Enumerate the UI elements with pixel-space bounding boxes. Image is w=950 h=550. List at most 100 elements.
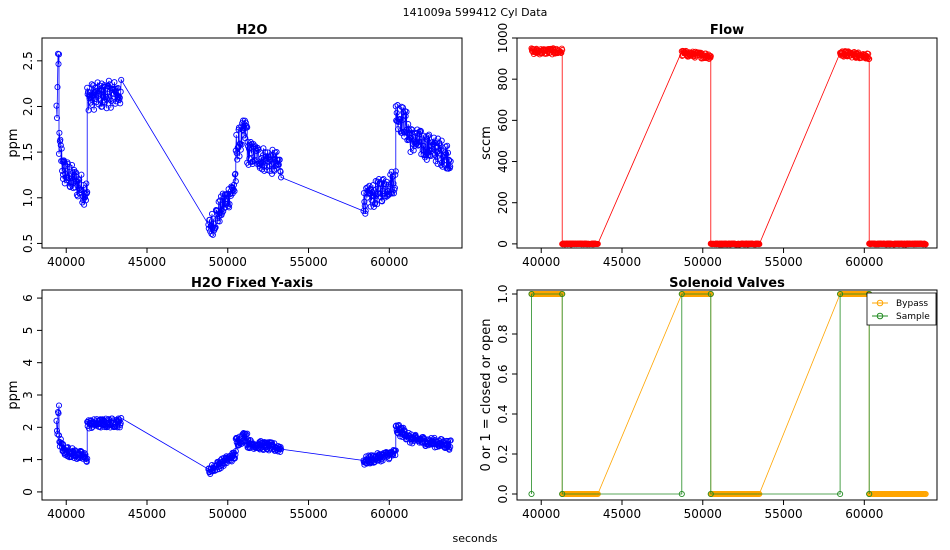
y-tick-label: 0.0 <box>496 484 510 503</box>
data-point <box>444 149 452 156</box>
panel-flow: Flow sccm 40000 45000 50000 55000 6000002004… <box>479 23 938 269</box>
data-point <box>420 142 427 149</box>
data-point <box>117 88 124 95</box>
data-point <box>107 104 114 111</box>
data-point <box>447 437 454 444</box>
y-tick-label: 200 <box>496 191 510 214</box>
x-tick-label: 40000 <box>47 507 85 521</box>
y-tick-label: 0.6 <box>496 364 510 383</box>
data-point <box>260 145 267 152</box>
y-tick-label: 800 <box>496 68 510 91</box>
panel-title: H2O Fixed Y-axis <box>191 276 313 291</box>
data-point <box>61 180 68 187</box>
y-tick-label: 0.5 <box>21 234 35 253</box>
y-tick-label: 6 <box>21 294 35 302</box>
data-point <box>447 443 454 450</box>
legend-sample-label: Sample <box>896 312 930 322</box>
data-point <box>118 76 125 83</box>
legend-bypass-marker <box>876 299 884 307</box>
x-tick-label: 40000 <box>522 507 560 521</box>
data-point <box>81 450 88 457</box>
data-point <box>411 142 418 150</box>
data-point <box>425 132 432 140</box>
data-point <box>226 200 233 208</box>
data-point <box>232 170 239 177</box>
data-point <box>84 455 91 462</box>
data-point <box>444 142 451 149</box>
data-point <box>55 60 62 68</box>
data-point <box>528 490 535 498</box>
x-tick-label: 60000 <box>370 255 408 269</box>
data-point <box>103 93 110 100</box>
x-tick-label: 45000 <box>603 255 641 269</box>
y-axis-label: 0 or 1 = closed or open <box>479 318 494 471</box>
x-tick-label: 50000 <box>684 507 722 521</box>
data-point <box>392 447 399 454</box>
data-point <box>206 216 213 223</box>
data-point <box>528 290 535 298</box>
x-tick-label: 50000 <box>684 255 722 269</box>
data-point <box>75 176 82 183</box>
y-tick-label: 0.8 <box>496 324 510 343</box>
data-point <box>54 84 61 91</box>
data-point <box>117 100 124 107</box>
data-point <box>392 452 399 459</box>
data-point <box>425 131 433 138</box>
data-point <box>837 490 844 498</box>
data-point <box>233 131 240 138</box>
y-tick-label: 0.2 <box>496 444 510 463</box>
data-point <box>423 152 430 159</box>
data-point <box>57 436 64 443</box>
data-point <box>407 148 414 156</box>
y-tick-label: 1 <box>21 456 35 464</box>
data-point <box>707 290 714 298</box>
x-tick-label: 40000 <box>522 255 560 269</box>
x-tick-label: 45000 <box>128 255 166 269</box>
panel-h2o-fixed: H2O Fixed Y-axis ppm 40000 45000 50000 5500… <box>6 276 463 521</box>
data-point <box>78 171 85 178</box>
data-point <box>922 490 929 498</box>
data-point <box>72 169 80 176</box>
data-point <box>55 432 63 439</box>
data-marks <box>528 290 929 498</box>
y-tick-label: 2.0 <box>21 97 35 116</box>
data-point <box>360 189 367 197</box>
plot-frame <box>41 37 463 249</box>
data-point <box>594 240 601 247</box>
data-point <box>402 113 409 120</box>
data-point <box>442 149 449 156</box>
data-point <box>243 431 250 438</box>
data-point <box>240 431 248 438</box>
data-point <box>230 181 238 188</box>
data-point <box>240 132 248 139</box>
data-point <box>232 448 239 455</box>
data-point <box>415 141 422 148</box>
data-point <box>244 430 251 437</box>
data-point <box>391 184 398 191</box>
data-point <box>102 415 109 422</box>
data-point <box>231 455 238 462</box>
data-point <box>238 141 245 148</box>
data-point <box>375 176 382 183</box>
data-point <box>78 187 85 194</box>
x-tick-label: 55000 <box>289 255 327 269</box>
data-marks <box>53 50 454 238</box>
data-point <box>55 410 62 417</box>
data-point <box>118 415 125 422</box>
y-tick-label: 400 <box>496 150 510 173</box>
data-point <box>379 198 386 205</box>
figure-xlabel: seconds <box>453 532 498 545</box>
data-point <box>104 96 111 103</box>
axes: 40000 45000 50000 55000 60000 0 200 400 600 800 10… <box>496 23 883 269</box>
data-point <box>100 93 107 100</box>
plot-frame <box>516 37 938 249</box>
data-point <box>438 162 445 169</box>
y-tick-label: 600 <box>496 109 510 132</box>
data-point <box>83 458 90 465</box>
data-point <box>55 51 63 58</box>
data-point <box>213 207 220 214</box>
panel-title: Flow <box>710 23 744 38</box>
data-point <box>76 176 83 183</box>
legend-box <box>866 292 937 326</box>
axes: 40000 45000 50000 55000 60000 0 1 2 3 4 5 6 <box>21 294 408 521</box>
